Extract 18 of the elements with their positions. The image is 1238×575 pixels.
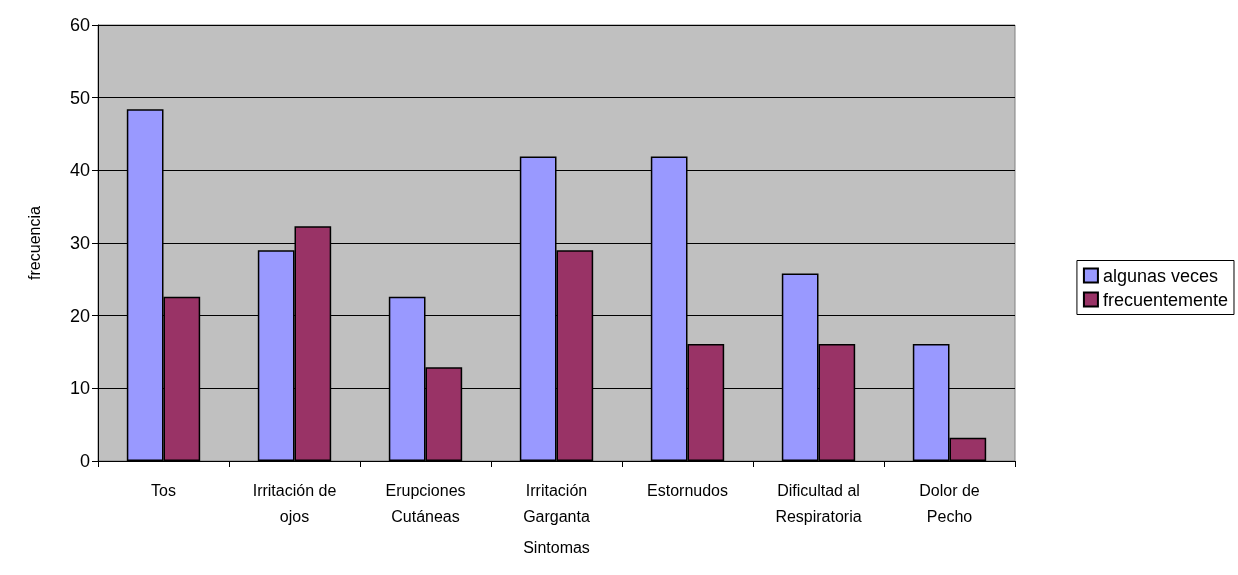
y-axis-title: frecuencia bbox=[25, 205, 43, 280]
y-tick-label: 0 bbox=[79, 451, 90, 471]
y-tick-label: 30 bbox=[69, 233, 90, 253]
y-tick-label: 10 bbox=[69, 378, 90, 399]
y-tick-label: 20 bbox=[69, 305, 90, 326]
x-tick-label: Dificultad al Respiratoria bbox=[775, 481, 862, 525]
y-tick-label: 60 bbox=[69, 15, 90, 35]
x-tick-label: Erupciones Cutáneas bbox=[385, 481, 466, 525]
x-tick-label: Estornudos bbox=[647, 481, 728, 499]
x-tick-label: Dolor de Pecho bbox=[919, 481, 980, 525]
x-tick-label: Irritación Garganta bbox=[523, 481, 590, 525]
x-tick-label: Irritación de ojos bbox=[252, 481, 337, 525]
legend-label: frecuentemente bbox=[1102, 289, 1228, 310]
legend-label: algunas veces bbox=[1102, 265, 1218, 286]
y-tick-label: 40 bbox=[69, 160, 90, 181]
x-tick-label: Tos bbox=[151, 481, 176, 499]
x-axis-title: Sintomas bbox=[523, 538, 590, 556]
y-tick-label: 50 bbox=[69, 87, 90, 108]
